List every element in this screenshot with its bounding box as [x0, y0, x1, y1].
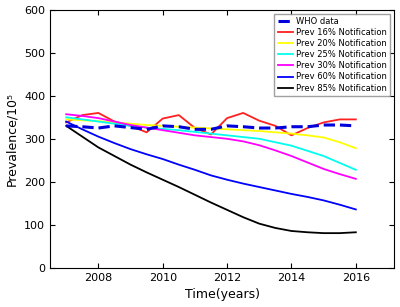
X-axis label: Time(years): Time(years) [185, 289, 260, 301]
Legend: WHO data, Prev 16% Notification, Prev 20% Notification, Prev 25% Notification, P: WHO data, Prev 16% Notification, Prev 20… [274, 14, 390, 96]
Y-axis label: Prevalence/10⁵: Prevalence/10⁵ [6, 92, 18, 186]
